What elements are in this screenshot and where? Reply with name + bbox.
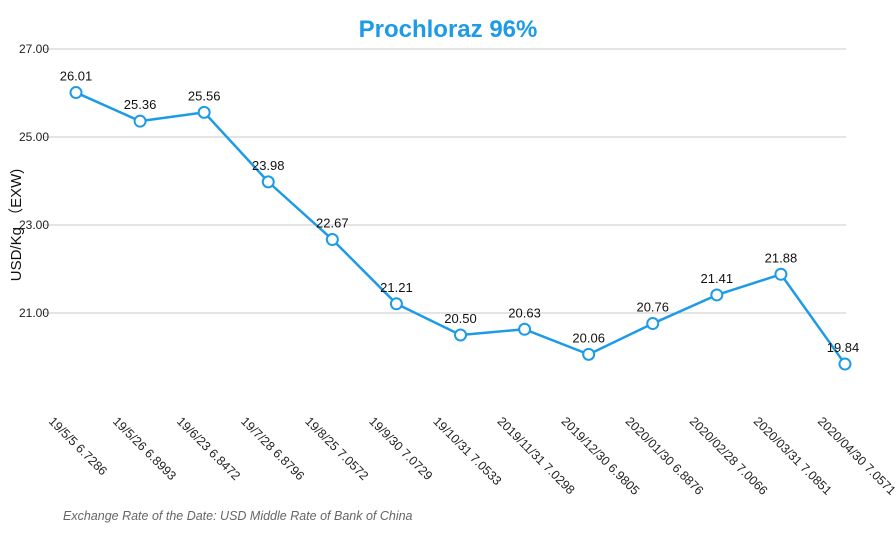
x-tick-label: 19/7/28 6.8796 <box>238 414 307 483</box>
data-label: 19.84 <box>827 340 860 355</box>
x-tick-label: 19/6/23 6.8472 <box>174 414 243 483</box>
data-label: 25.36 <box>124 97 157 112</box>
data-label: 20.63 <box>508 305 541 320</box>
y-tick-label: 27.00 <box>19 42 49 56</box>
data-point <box>197 105 211 119</box>
y-tick-label: 21.00 <box>19 306 49 320</box>
x-tick-label: 19/8/25 7.0572 <box>302 414 371 483</box>
data-labels: 26.01 25.36 25.56 23.98 22.67 21.21 20.50 20.63… <box>60 69 860 355</box>
data-label: 22.67 <box>316 216 349 231</box>
y-axis-ticks: 27.00 25.00 23.00 21.00 <box>19 42 49 320</box>
data-point <box>133 114 147 128</box>
data-label: 23.98 <box>252 158 285 173</box>
data-label: 26.01 <box>60 69 93 84</box>
data-point <box>261 175 275 189</box>
data-label: 20.06 <box>572 330 605 345</box>
data-label: 21.21 <box>380 280 413 295</box>
data-label: 21.88 <box>765 250 798 265</box>
data-point <box>582 347 596 361</box>
data-point <box>646 317 660 331</box>
data-point <box>774 267 788 281</box>
y-tick-label: 25.00 <box>19 130 49 144</box>
data-label: 21.41 <box>701 271 734 286</box>
y-axis-label: USD/Kg （EXW) <box>8 169 25 282</box>
data-label: 20.76 <box>636 300 669 315</box>
chart-title: Prochloraz 96% <box>359 16 538 43</box>
x-tick-label: 19/5/26 6.8993 <box>110 414 179 483</box>
data-label: 25.56 <box>188 88 221 103</box>
y-tick-label: 23.00 <box>19 218 49 232</box>
data-points <box>69 86 852 371</box>
data-point <box>389 297 403 311</box>
data-point <box>325 233 339 247</box>
footnote: Exchange Rate of the Date: USD Middle Ra… <box>63 509 413 523</box>
data-point <box>454 328 467 342</box>
data-point <box>518 322 532 336</box>
data-point <box>838 357 852 371</box>
x-tick-label: 19/9/30 7.0729 <box>366 414 435 483</box>
data-label: 20.50 <box>444 311 477 326</box>
data-point <box>69 86 83 100</box>
x-tick-label: 19/10/31 7.0533 <box>430 414 504 488</box>
data-point <box>710 288 724 302</box>
x-tick-label: 19/5/5 6.7286 <box>46 414 110 478</box>
gridlines <box>43 48 846 314</box>
